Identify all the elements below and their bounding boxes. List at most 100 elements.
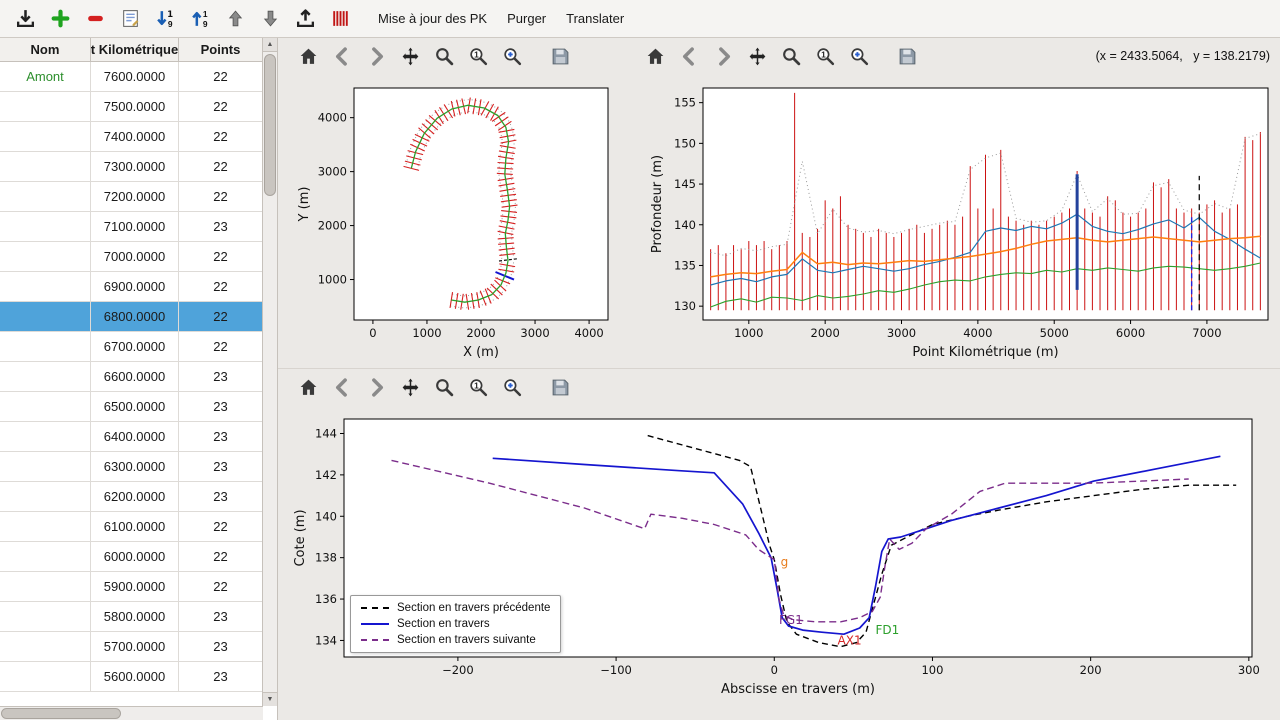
update-pk-button[interactable]: Mise à jour des PK xyxy=(378,11,488,26)
zoom-button[interactable] xyxy=(777,42,805,70)
table-row[interactable]: 7500.0000 22 xyxy=(0,92,263,122)
scroll-down-arrow-icon[interactable]: ▼ xyxy=(263,692,277,706)
table-row[interactable]: 7200.0000 22 xyxy=(0,182,263,212)
column-header-pk[interactable]: t Kilométrique xyxy=(91,38,179,61)
zoom-one-button[interactable]: 1 xyxy=(464,42,492,70)
cursor-coordinates: (x = 2433.5064, y = 138.2179) xyxy=(1095,49,1270,63)
cell-nom xyxy=(0,362,91,392)
table-row[interactable]: 5700.0000 23 xyxy=(0,632,263,662)
table-row[interactable]: 5600.0000 23 xyxy=(0,662,263,692)
cell-points: 22 xyxy=(179,62,263,92)
profile-plot-canvas[interactable]: 1000 2000 3000 4000 5000 6000 7000 130 135 140 145… xyxy=(625,74,1280,368)
zoom-one-button[interactable]: 1 xyxy=(464,373,492,401)
svg-text:−200: −200 xyxy=(442,663,474,677)
table-row[interactable]: 6300.0000 23 xyxy=(0,452,263,482)
zoom-button[interactable] xyxy=(430,42,458,70)
zoom-rect-button[interactable] xyxy=(498,373,526,401)
table-row[interactable]: 6400.0000 23 xyxy=(0,422,263,452)
svg-text:2000: 2000 xyxy=(811,326,840,340)
cell-pk: 6400.0000 xyxy=(91,422,179,452)
edit-button[interactable] xyxy=(115,4,145,34)
cell-nom xyxy=(0,662,91,692)
zoom-one-button[interactable]: 1 xyxy=(811,42,839,70)
back-button[interactable] xyxy=(675,42,703,70)
horizontal-scroll-thumb[interactable] xyxy=(1,708,121,719)
add-icon xyxy=(50,8,71,29)
section-plot-canvas[interactable]: −200 −100 0 100 200 300 134 136 138 140 142 144 Absc… xyxy=(278,405,1280,720)
cell-nom xyxy=(0,542,91,572)
move-up-icon xyxy=(225,8,246,29)
home-button[interactable] xyxy=(294,373,322,401)
table-row[interactable]: 6700.0000 22 xyxy=(0,332,263,362)
table-row[interactable]: 6200.0000 23 xyxy=(0,482,263,512)
forward-button[interactable] xyxy=(362,42,390,70)
home-icon xyxy=(645,46,666,67)
cell-points: 23 xyxy=(179,662,263,692)
table-row[interactable]: 6000.0000 22 xyxy=(0,542,263,572)
zoom-rect-button[interactable] xyxy=(845,42,873,70)
save-icon xyxy=(550,46,571,67)
back-button[interactable] xyxy=(328,373,356,401)
table-row[interactable]: 5900.0000 22 xyxy=(0,572,263,602)
back-icon xyxy=(679,46,700,67)
svg-text:140: 140 xyxy=(674,218,696,232)
translate-button[interactable]: Translater xyxy=(566,11,625,26)
home-button[interactable] xyxy=(294,42,322,70)
save-button[interactable] xyxy=(546,373,574,401)
table-horizontal-scrollbar[interactable] xyxy=(0,706,263,720)
scroll-up-arrow-icon[interactable]: ▲ xyxy=(263,38,277,52)
back-icon xyxy=(332,46,353,67)
import-button[interactable] xyxy=(10,4,40,34)
cell-pk: 7100.0000 xyxy=(91,212,179,242)
cell-nom xyxy=(0,122,91,152)
remove-button[interactable] xyxy=(80,4,110,34)
pk-bars-button[interactable] xyxy=(325,4,355,34)
svg-text:4000: 4000 xyxy=(318,111,347,125)
plan-plot-canvas[interactable]: 0 1000 2000 3000 4000 1000 2000 3000 4000 X (m) Y … xyxy=(278,74,625,368)
column-header-points[interactable]: Points xyxy=(179,38,263,61)
move-down-button[interactable] xyxy=(255,4,285,34)
table-row[interactable]: 6100.0000 22 xyxy=(0,512,263,542)
table-row[interactable]: 5800.0000 23 xyxy=(0,602,263,632)
table-row[interactable]: 7100.0000 23 xyxy=(0,212,263,242)
save-button[interactable] xyxy=(893,42,921,70)
purge-button[interactable]: Purger xyxy=(507,11,547,26)
table-vertical-scrollbar[interactable]: ▲ ▼ xyxy=(262,38,277,706)
vertical-scroll-thumb[interactable] xyxy=(264,54,276,196)
table-row[interactable]: 7300.0000 22 xyxy=(0,152,263,182)
back-button[interactable] xyxy=(328,42,356,70)
table-row[interactable]: 6800.0000 22 xyxy=(0,302,263,332)
pan-button[interactable] xyxy=(743,42,771,70)
table-row[interactable]: Amont 7600.0000 22 xyxy=(0,62,263,92)
zoom-button[interactable] xyxy=(430,373,458,401)
home-button[interactable] xyxy=(641,42,669,70)
table-row[interactable]: 6500.0000 23 xyxy=(0,392,263,422)
table-row[interactable]: 7400.0000 22 xyxy=(0,122,263,152)
svg-text:Y (m): Y (m) xyxy=(297,187,312,223)
cell-points: 23 xyxy=(179,482,263,512)
table-row[interactable]: 6900.0000 22 xyxy=(0,272,263,302)
add-button[interactable] xyxy=(45,4,75,34)
column-header-nom[interactable]: Nom xyxy=(0,38,91,61)
annotation-fg1: FG1 xyxy=(779,613,803,627)
export-button[interactable] xyxy=(290,4,320,34)
table-row[interactable]: 7000.0000 22 xyxy=(0,242,263,272)
table-row[interactable]: 6600.0000 23 xyxy=(0,362,263,392)
pan-button[interactable] xyxy=(396,42,424,70)
pan-button[interactable] xyxy=(396,373,424,401)
svg-text:1: 1 xyxy=(821,49,826,59)
cell-nom xyxy=(0,572,91,602)
forward-button[interactable] xyxy=(709,42,737,70)
export-icon xyxy=(295,8,316,29)
annotation-fd1: FD1 xyxy=(876,623,900,637)
move-up-button[interactable] xyxy=(220,4,250,34)
svg-text:2000: 2000 xyxy=(466,326,495,340)
pan-icon xyxy=(400,377,421,398)
zoom-rect-button[interactable] xyxy=(498,42,526,70)
save-button[interactable] xyxy=(546,42,574,70)
forward-button[interactable] xyxy=(362,373,390,401)
